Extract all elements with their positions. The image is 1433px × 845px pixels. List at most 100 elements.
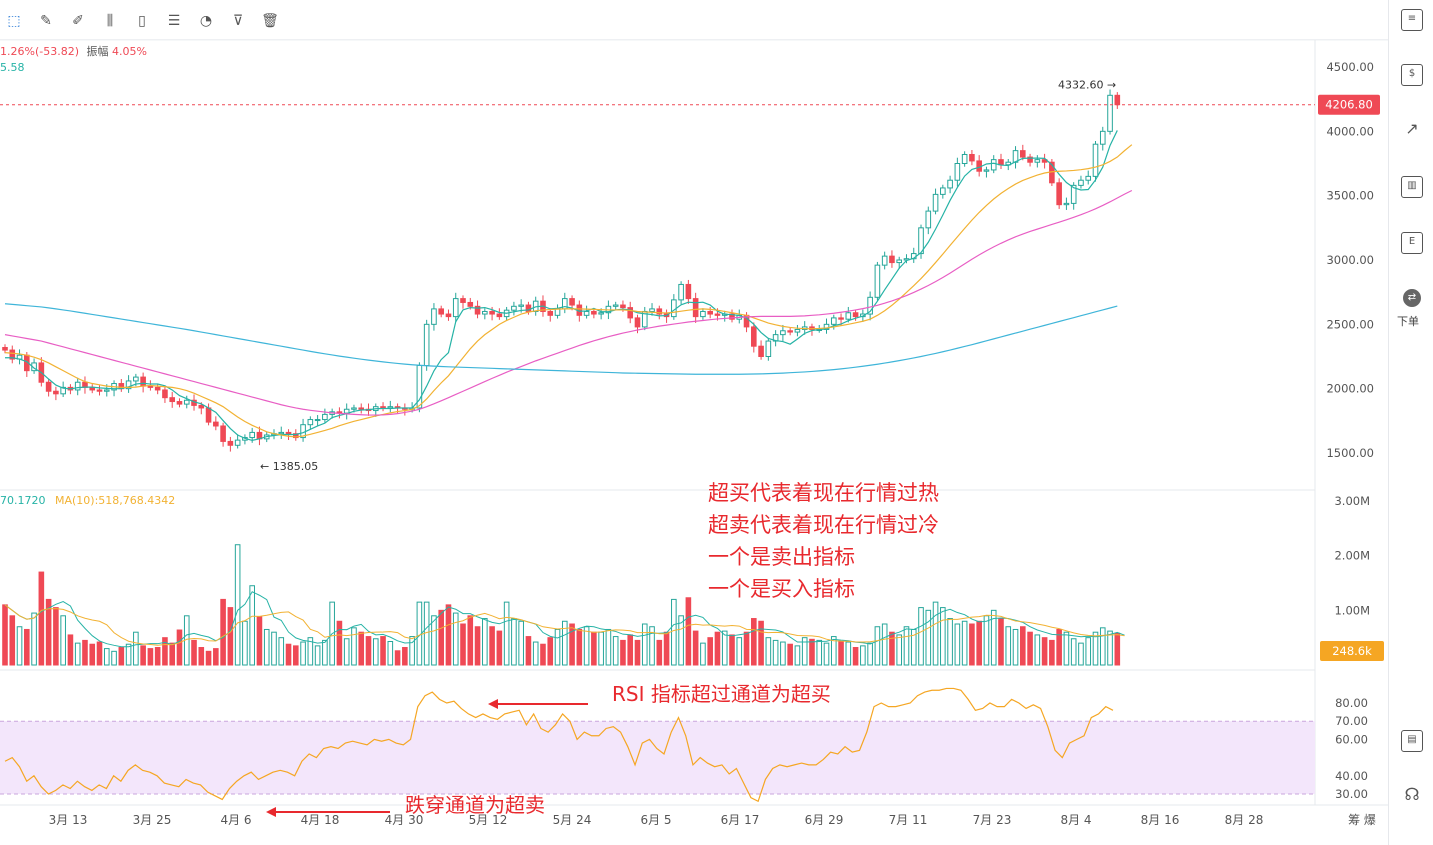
candle-body	[932, 193, 939, 212]
volume-bar	[372, 638, 379, 666]
volume-bar	[772, 639, 779, 666]
volume-bar	[700, 642, 706, 666]
dollar-icon[interactable]: $	[1401, 64, 1423, 86]
volume-bar	[227, 607, 234, 666]
low-price-label: ← 1385.05	[260, 460, 318, 473]
volume-bar	[1085, 637, 1092, 666]
candle-body	[758, 345, 764, 357]
volume-bar	[263, 628, 270, 666]
etf-icon[interactable]: E	[1401, 232, 1423, 254]
volume-bar	[154, 647, 161, 666]
volume-bar	[387, 640, 394, 666]
magnet-tool-icon[interactable]: ◔	[199, 13, 213, 29]
volume-bar	[489, 626, 495, 666]
volume-bar	[838, 640, 844, 666]
layout-icon[interactable]: ▤	[1401, 730, 1423, 752]
volume-bar	[60, 615, 66, 666]
date-tick-label: 5月 24	[553, 813, 592, 827]
candle-body	[700, 310, 706, 318]
volume-bar	[249, 585, 255, 666]
volume-bar	[220, 598, 226, 666]
price-tick-label: 3000.00	[1326, 253, 1374, 267]
clip-tool-icon[interactable]: ▯	[138, 13, 146, 29]
candle-body	[569, 298, 575, 306]
order-label[interactable]: 下单	[1397, 315, 1419, 328]
candle-body	[489, 310, 495, 315]
volume-bar	[445, 604, 452, 666]
candle-body	[881, 255, 888, 266]
volume-bar	[852, 647, 859, 666]
candle-body	[547, 310, 554, 316]
date-tick-label: 7月 11	[889, 813, 928, 827]
price-tick-label: 2500.00	[1326, 317, 1374, 331]
volume-bar	[663, 631, 670, 666]
volume-bar	[314, 645, 321, 666]
cursor-tool-icon[interactable]: ⬚	[7, 13, 21, 29]
volume-bar	[809, 638, 815, 666]
volume-bar	[278, 637, 285, 666]
note-sell-indicator: 一个是卖出指标	[708, 545, 855, 569]
volume-bar	[2, 604, 8, 666]
volume-bar	[961, 620, 968, 666]
candle-body	[438, 308, 444, 315]
candle-body	[45, 381, 52, 392]
candle-tool-icon[interactable]: ⫼	[106, 13, 114, 29]
candle-body	[925, 210, 932, 229]
volume-bar	[765, 637, 772, 666]
order-exchange-icon[interactable]: ⇄	[1403, 289, 1421, 307]
volume-bar	[307, 637, 314, 666]
date-tick-label: 6月 5	[640, 813, 671, 827]
volume-bar	[111, 650, 117, 666]
brush-tool-icon[interactable]: ✐	[72, 13, 84, 29]
price-tick-label: 1500.00	[1326, 446, 1374, 460]
candles-layer	[2, 89, 1121, 452]
volume-bar	[45, 598, 52, 666]
filter-tool-icon[interactable]: ⊽	[232, 13, 244, 29]
candle-body	[787, 330, 793, 333]
trend-chart-icon[interactable]: ↗	[1405, 119, 1419, 138]
volume-bar	[1092, 631, 1099, 666]
document-icon[interactable]: ≡	[1401, 9, 1423, 31]
candle-body	[751, 326, 757, 347]
candle-body	[322, 413, 328, 421]
price-chart[interactable]: 4500.00 4000.00 3500.00 3000.00 2500.00 2000.…	[0, 0, 1388, 845]
note-buy-indicator: 一个是买入指标	[708, 577, 855, 601]
bar-chart-icon[interactable]: ▥	[1401, 176, 1423, 198]
candle-body	[1070, 184, 1077, 204]
candle-body	[452, 298, 459, 318]
volume-bar	[954, 623, 961, 666]
candle-body	[620, 304, 626, 309]
date-tick-label: 8月 4	[1060, 813, 1091, 827]
volume-bar	[1078, 642, 1084, 666]
volume-bar	[322, 639, 328, 666]
volume-bar	[830, 636, 837, 666]
candle-body	[692, 298, 699, 318]
current-volume-label: 248.6k	[1332, 644, 1372, 658]
volume-bar	[874, 626, 881, 666]
trash-tool-icon[interactable]: 🗑	[261, 13, 279, 29]
volume-bar	[801, 637, 808, 666]
candle-body	[467, 301, 474, 307]
volume-bar	[976, 620, 982, 666]
note-tool-icon[interactable]: ☰	[167, 13, 181, 29]
headset-icon[interactable]: ☊	[1404, 785, 1420, 805]
candle-body	[714, 313, 721, 316]
annotation-rsi-oversold: 跌穿通道为超卖	[405, 793, 545, 817]
volume-bar	[467, 615, 474, 666]
rsi-line	[4, 687, 1114, 803]
candle-body	[874, 264, 881, 298]
candle-body	[1005, 161, 1012, 166]
volume-bar	[983, 615, 990, 666]
volume-bar	[496, 630, 503, 666]
current-volume-tag	[1320, 641, 1384, 661]
volume-bar	[140, 645, 146, 666]
pencil-tool-icon[interactable]: ✎	[40, 13, 52, 29]
volume-bar	[1020, 626, 1026, 666]
candle-body	[889, 255, 895, 264]
volume-bar	[482, 618, 488, 666]
ma20-line	[4, 189, 1133, 416]
candle-body	[9, 349, 16, 360]
candle-body	[314, 419, 321, 422]
annotation-rsi-overbought: RSI 指标超过通道为超买	[612, 682, 831, 706]
volume-bar	[53, 607, 59, 666]
